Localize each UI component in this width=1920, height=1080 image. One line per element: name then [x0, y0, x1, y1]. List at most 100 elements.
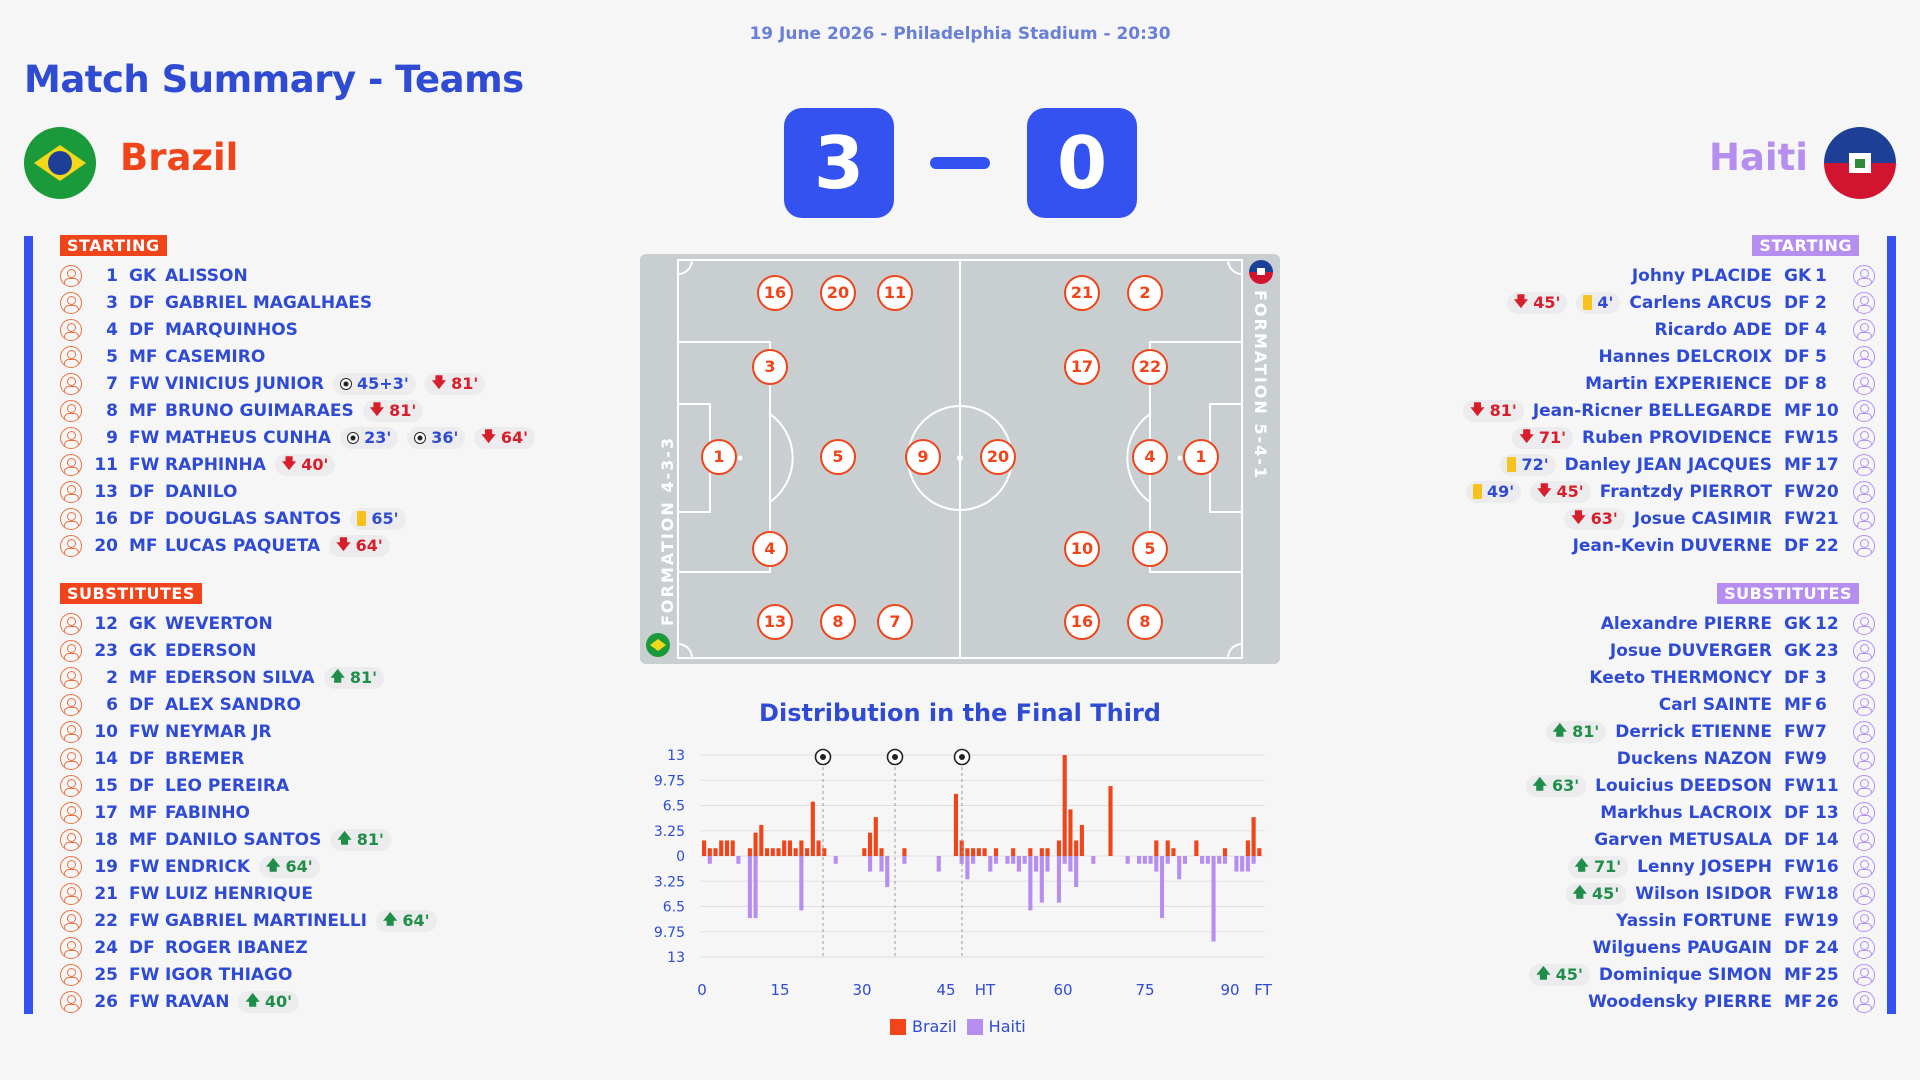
brazil-bar: [1165, 840, 1170, 856]
away-player-markhus-lacroix[interactable]: 13 DF Markhus LACROIX: [1600, 799, 1875, 826]
away-player-ruben-providence[interactable]: 15 FW Ruben PROVIDENCE 🡇 71': [1512, 424, 1875, 451]
away-player-wilguens-paugain[interactable]: 24 DF Wilguens PAUGAIN: [1593, 934, 1875, 961]
goal-ball-icon: [340, 377, 353, 390]
home-player-lucas-paqueta[interactable]: 20 MF LUCAS PAQUETA 🡇 64': [60, 532, 390, 559]
player-position: DF: [129, 748, 155, 769]
away-pitch-marker-8[interactable]: 8: [1127, 604, 1163, 640]
player-number: 17: [94, 802, 118, 823]
home-player-douglas-santos[interactable]: 16 DF DOUGLAS SANTOS 65': [60, 505, 406, 532]
away-player-johny-placide[interactable]: 1 GK Johny PLACIDE: [1632, 262, 1875, 289]
yellow-card-icon: [1583, 295, 1593, 310]
home-player-ravan[interactable]: 26 FW RAVAN 🡅 40': [60, 988, 300, 1015]
away-pitch-marker-1[interactable]: 1: [1183, 439, 1219, 475]
event-minute: 45': [1555, 965, 1583, 984]
player-name: Louicius DEEDSON: [1595, 775, 1772, 796]
away-player-carlens-arcus[interactable]: 2 DF Carlens ARCUS 4' 🡇 45': [1506, 289, 1875, 316]
home-pitch-marker-20[interactable]: 20: [820, 275, 856, 311]
away-player-duckens-nazon[interactable]: 9 FW Duckens NAZON: [1617, 745, 1875, 772]
event-minute: 81': [1572, 722, 1600, 741]
away-pitch-marker-16[interactable]: 16: [1064, 604, 1100, 640]
away-pitch-marker-4[interactable]: 4: [1132, 439, 1168, 475]
chart-title: Distribution in the Final Third: [759, 699, 1161, 727]
home-player-alisson[interactable]: 1 GK ALISSON: [60, 262, 248, 289]
home-player-danilo[interactable]: 13 DF DANILO: [60, 478, 238, 505]
away-player-woodensky-pierre[interactable]: 26 MF Woodensky PIERRE: [1588, 988, 1875, 1015]
home-player-vinicius-junior[interactable]: 7 FW VINICIUS JUNIOR 45+3' 🡇 81': [60, 370, 486, 397]
away-pitch-marker-22[interactable]: 22: [1132, 349, 1168, 385]
away-player-dominique-simon[interactable]: 25 MF Dominique SIMON 🡅 45': [1529, 961, 1875, 988]
player-avatar-icon: [60, 828, 82, 851]
brazil-bar: [764, 848, 770, 856]
home-player-matheus-cunha[interactable]: 9 FW MATHEUS CUNHA 23' 36' 🡇 64': [60, 424, 535, 451]
home-pitch-marker-5[interactable]: 5: [820, 439, 856, 475]
home-pitch-marker-16[interactable]: 16: [757, 275, 793, 311]
home-pitch-marker-3[interactable]: 3: [752, 349, 788, 385]
player-name: Hannes DELCROIX: [1598, 346, 1772, 367]
away-player-hannes-delcroix[interactable]: 5 DF Hannes DELCROIX: [1599, 343, 1875, 370]
away-player-carl-sainte[interactable]: 6 MF Carl SAINTE: [1659, 691, 1875, 718]
away-player-martin-experience[interactable]: 8 DF Martin EXPERIENCE: [1585, 370, 1875, 397]
home-pitch-marker-13[interactable]: 13: [757, 604, 793, 640]
away-player-josue-casimir[interactable]: 21 FW Josue CASIMIR 🡇 63': [1564, 505, 1875, 532]
brazil-bar: [976, 848, 981, 856]
away-player-josue-duverger[interactable]: 23 GK Josue DUVERGER: [1610, 637, 1875, 664]
home-pitch-marker-1[interactable]: 1: [701, 439, 737, 475]
event-minute: 65': [371, 509, 399, 528]
player-position: FW: [129, 991, 160, 1012]
away-player-danley-jean-jacques[interactable]: 17 MF Danley JEAN JACQUES 72': [1500, 451, 1875, 478]
home-pitch-marker-11[interactable]: 11: [877, 275, 913, 311]
y-tick-label: 9.75: [654, 773, 685, 789]
away-player-frantzdy-pierrot[interactable]: 20 FW Frantzdy PIERROT 🡇 45' 49': [1465, 478, 1875, 505]
home-player-bruno-guimaraes[interactable]: 8 MF BRUNO GUIMARAES 🡇 81': [60, 397, 424, 424]
home-player-marquinhos[interactable]: 4 DF MARQUINHOS: [60, 316, 298, 343]
home-pitch-marker-9[interactable]: 9: [905, 439, 941, 475]
away-pitch-marker-10[interactable]: 10: [1064, 531, 1100, 567]
event-badge-in: 🡅 63': [1525, 774, 1587, 797]
home-player-gabriel-martinelli[interactable]: 22 FW GABRIEL MARTINELLI 🡅 64': [60, 907, 437, 934]
home-player-danilo-santos[interactable]: 18 MF DANILO SANTOS 🡅 81': [60, 826, 391, 853]
away-player-louicius-deedson[interactable]: 11 FW Louicius DEEDSON 🡅 63': [1525, 772, 1875, 799]
away-player-wilson-isidor[interactable]: 18 FW Wilson ISIDOR 🡅 45': [1565, 880, 1875, 907]
away-pitch-marker-17[interactable]: 17: [1064, 349, 1100, 385]
haiti-bar: [1159, 856, 1165, 919]
home-player-ederson-silva[interactable]: 2 MF EDERSON SILVA 🡅 81': [60, 664, 385, 691]
home-player-luiz-henrique[interactable]: 21 FW LUIZ HENRIQUE: [60, 880, 313, 907]
home-player-leo-pereira[interactable]: 15 DF LEO PEREIRA: [60, 772, 289, 799]
away-pitch-marker-20[interactable]: 20: [980, 439, 1016, 475]
event-minute: 23': [364, 428, 392, 447]
home-player-neymar-jr[interactable]: 10 FW NEYMAR JR: [60, 718, 272, 745]
event-minute: 64': [285, 857, 313, 876]
away-player-garven-metusala[interactable]: 14 DF Garven METUSALA: [1594, 826, 1875, 853]
home-player-igor-thiago[interactable]: 25 FW IGOR THIAGO: [60, 961, 292, 988]
away-player-keeto-thermoncy[interactable]: 3 DF Keeto THERMONCY: [1589, 664, 1875, 691]
event-badge-out: 🡇 81': [1463, 399, 1524, 422]
home-pitch-marker-8[interactable]: 8: [820, 604, 856, 640]
event-badge-in: 🡅 45': [1565, 882, 1627, 905]
home-player-raphinha[interactable]: 11 FW RAPHINHA 🡇 40': [60, 451, 336, 478]
home-player-alex-sandro[interactable]: 6 DF ALEX SANDRO: [60, 691, 301, 718]
away-pitch-marker-21[interactable]: 21: [1064, 275, 1100, 311]
home-pitch-marker-4[interactable]: 4: [752, 531, 788, 567]
home-player-casemiro[interactable]: 5 MF CASEMIRO: [60, 343, 265, 370]
away-player-ricardo-ade[interactable]: 4 DF Ricardo ADE: [1655, 316, 1875, 343]
home-pitch-marker-7[interactable]: 7: [877, 604, 913, 640]
player-avatar-icon: [60, 318, 82, 341]
sub-in-arrow-icon: 🡅: [1572, 884, 1588, 901]
home-player-weverton[interactable]: 12 GK WEVERTON: [60, 610, 273, 637]
home-player-ederson[interactable]: 23 GK EDERSON: [60, 637, 256, 664]
away-pitch-marker-2[interactable]: 2: [1127, 275, 1163, 311]
home-player-gabriel-magalhaes[interactable]: 3 DF GABRIEL MAGALHAES: [60, 289, 372, 316]
away-player-jean-kevin-duverne[interactable]: 22 DF Jean-Kevin DUVERNE: [1573, 532, 1875, 559]
home-player-endrick[interactable]: 19 FW ENDRICK 🡅 64': [60, 853, 320, 880]
brazil-bar: [753, 832, 758, 856]
home-player-fabinho[interactable]: 17 MF FABINHO: [60, 799, 250, 826]
away-player-derrick-etienne[interactable]: 7 FW Derrick ETIENNE 🡅 81': [1545, 718, 1875, 745]
away-player-lenny-joseph[interactable]: 16 FW Lenny JOSEPH 🡅 71': [1567, 853, 1875, 880]
away-player-yassin-fortune[interactable]: 19 FW Yassin FORTUNE: [1616, 907, 1875, 934]
away-player-alexandre-pierre[interactable]: 12 GK Alexandre PIERRE: [1601, 610, 1875, 637]
home-player-roger-ibanez[interactable]: 24 DF ROGER IBANEZ: [60, 934, 308, 961]
away-player-jean-ricner-bellegarde[interactable]: 10 MF Jean-Ricner BELLEGARDE 🡇 81': [1463, 397, 1875, 424]
brazil-bar: [1079, 824, 1084, 856]
home-player-bremer[interactable]: 14 DF BREMER: [60, 745, 244, 772]
away-pitch-marker-5[interactable]: 5: [1132, 531, 1168, 567]
